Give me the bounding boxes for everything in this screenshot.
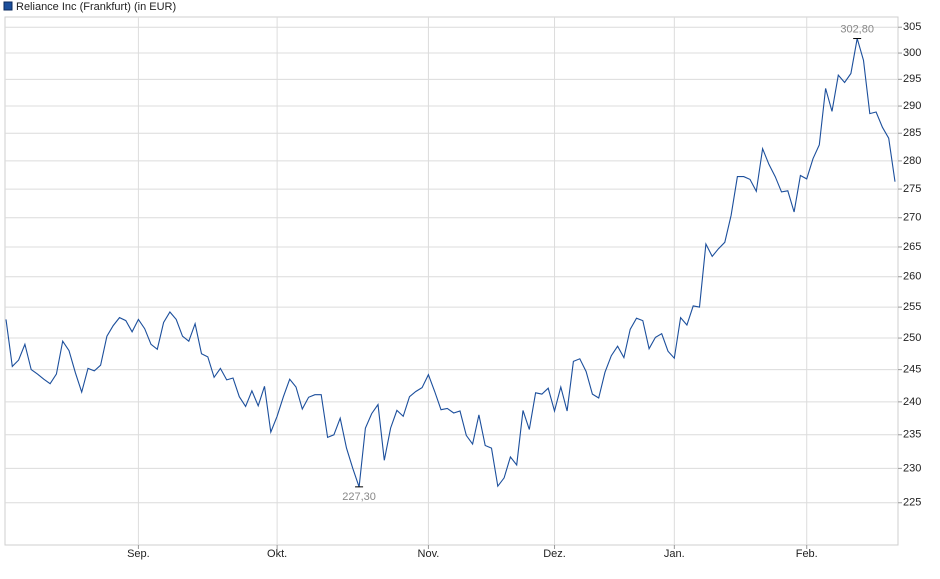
y-tick-label: 255 (903, 301, 921, 313)
y-tick-label: 285 (903, 127, 921, 139)
plot-frame (4, 16, 899, 546)
y-tick-label: 260 (903, 271, 921, 283)
y-tick-label: 235 (903, 429, 921, 441)
x-tick-label: Sep. (127, 548, 150, 560)
y-tick-label: 305 (903, 21, 921, 33)
y-tick-label: 230 (903, 462, 921, 474)
legend-label: Reliance Inc (Frankfurt) (in EUR) (16, 1, 176, 13)
y-tick-label: 280 (903, 155, 921, 167)
y-tick-label: 265 (903, 241, 921, 253)
y-tick-label: 300 (903, 47, 921, 59)
legend-swatch (3, 1, 13, 11)
x-tick-label: Dez. (543, 548, 566, 560)
x-tick-label: Feb. (796, 548, 818, 560)
y-tick-label: 245 (903, 364, 921, 376)
x-tick-label: Okt. (267, 548, 287, 560)
value-label: 302,80 (840, 23, 874, 35)
value-label: 227,30 (342, 491, 376, 503)
y-tick-label: 240 (903, 396, 921, 408)
y-tick-label: 270 (903, 212, 921, 224)
x-tick-label: Jan. (664, 548, 685, 560)
x-tick-label: Nov. (418, 548, 440, 560)
y-tick-label: 250 (903, 332, 921, 344)
y-tick-label: 290 (903, 100, 921, 112)
price-line (5, 38, 896, 488)
y-tick-label: 295 (903, 73, 921, 85)
y-tick-label: 225 (903, 497, 921, 509)
y-tick-label: 275 (903, 183, 921, 195)
